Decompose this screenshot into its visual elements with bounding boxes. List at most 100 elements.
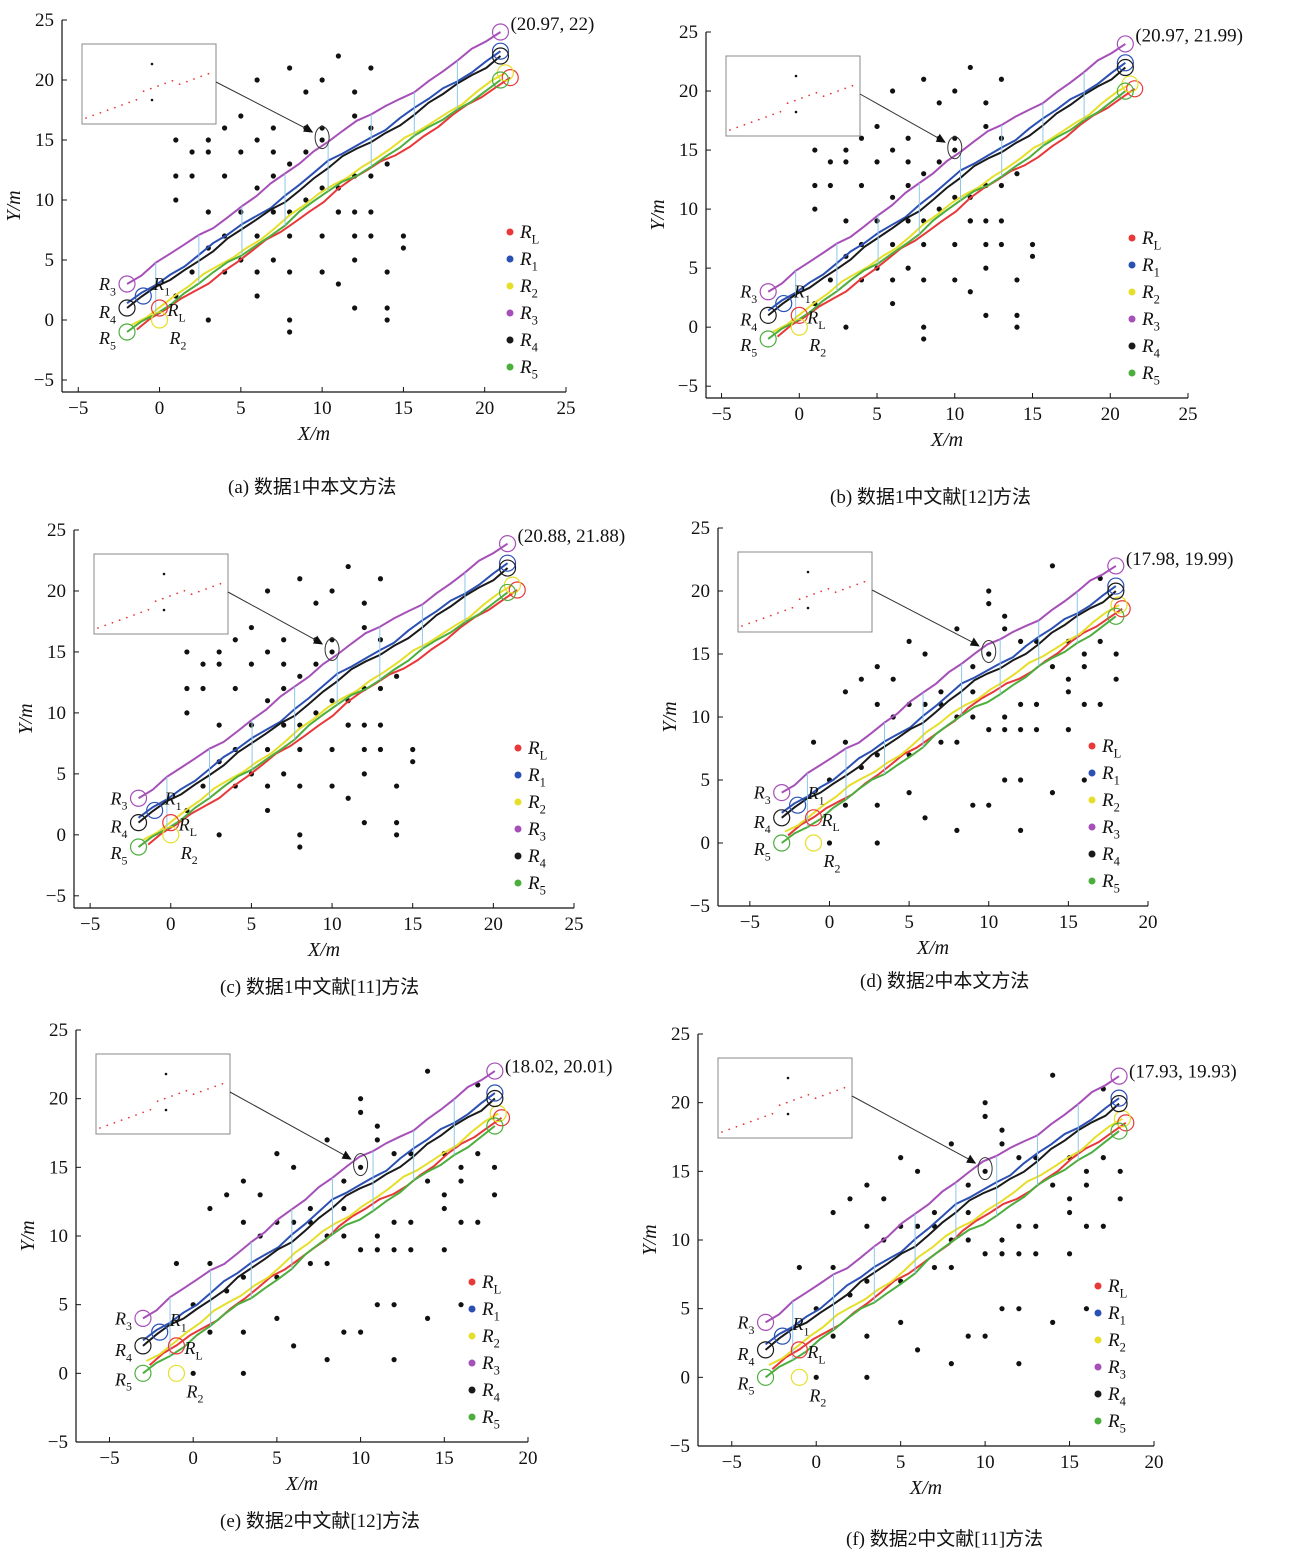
legend-label: R2	[1141, 282, 1160, 307]
y-tick-label: 20	[671, 1093, 690, 1114]
y-tick-label: 5	[681, 1299, 691, 1320]
obstacle-point	[274, 1315, 280, 1321]
inset-obstacle	[164, 1108, 168, 1112]
obstacle-point	[324, 1137, 330, 1143]
end-circle	[501, 68, 519, 87]
start-circle-rl	[790, 1341, 808, 1359]
obstacle-point	[812, 147, 818, 153]
start-circle-r3	[129, 789, 148, 807]
legend-swatch	[514, 744, 522, 752]
obstacle-point	[1113, 651, 1119, 657]
start-circle-r2	[167, 1364, 186, 1382]
obstacle-point	[248, 624, 255, 631]
start-label-r3: R3	[753, 783, 771, 807]
obstacle-point	[238, 149, 244, 155]
obstacle-point	[830, 1264, 836, 1271]
inset-dot	[85, 117, 87, 119]
x-tick-label: 20	[475, 398, 494, 419]
obstacle-point	[813, 1374, 819, 1380]
obstacle-point	[410, 746, 416, 753]
path-r1	[142, 1092, 496, 1342]
obstacle-point	[205, 149, 211, 155]
end-circle	[1110, 596, 1128, 614]
obstacle-point	[1014, 171, 1020, 177]
y-axis-label: Y/m	[15, 703, 37, 734]
obstacle-point	[357, 1164, 364, 1170]
start-markers: R3 R1 R4 RL R5 R2	[737, 1312, 827, 1409]
path-rl	[776, 87, 1136, 338]
y-tick-label: −5	[48, 1432, 68, 1453]
obstacle-point	[264, 588, 271, 594]
start-circle-rl	[167, 1337, 186, 1355]
obstacle-point	[207, 1260, 213, 1267]
obstacle-point	[357, 1109, 364, 1115]
obstacle-point	[1083, 1168, 1090, 1174]
zoom-arrow	[851, 1095, 976, 1164]
start-circle-r5	[773, 834, 791, 852]
path-rl	[147, 589, 518, 846]
obstacle-point	[254, 77, 260, 83]
start-label-r2: R2	[185, 1381, 203, 1405]
obstacle-point	[329, 746, 335, 753]
obstacle-point	[384, 305, 390, 311]
panel-c: −5 0 5 10 15 20 25 −5 0 5 10 15 20 25 X/m Y/m R3 R1 R4 RL R5…	[0, 510, 650, 1010]
inset-dot	[120, 1119, 123, 1122]
obstacle-point	[810, 739, 817, 745]
y-tick-label: 5	[45, 250, 55, 271]
formation-paths	[126, 31, 511, 333]
formation-paths	[764, 1075, 1127, 1379]
obstacle-point	[391, 1247, 397, 1253]
start-circle-r4	[759, 306, 777, 324]
inset-obstacle	[150, 98, 154, 102]
obstacle-point	[374, 1137, 380, 1143]
obstacle-point	[847, 1196, 853, 1202]
inset-dot	[197, 590, 200, 593]
start-label-rl: RL	[821, 810, 840, 834]
axes: −5 0 5 10 15 20 25 −5 0 5 10 15 20 25 X/m Y/m	[15, 520, 584, 961]
obstacle-point	[1066, 1196, 1073, 1202]
obstacle-point	[345, 795, 351, 801]
legend-label: R3	[1141, 309, 1160, 334]
x-tick-label: 0	[188, 1448, 198, 1469]
obstacle-point	[1113, 676, 1119, 682]
obstacle-point	[1017, 827, 1024, 833]
end-circle	[1107, 607, 1125, 625]
y-tick-label: 10	[47, 703, 66, 724]
inset-frame	[95, 1053, 231, 1135]
legend-swatch	[468, 1359, 476, 1367]
legend-label: R1	[481, 1299, 500, 1324]
x-tick-label: 20	[1145, 1452, 1164, 1473]
legend-swatch	[1128, 288, 1136, 296]
start-circle-rl	[804, 809, 823, 827]
obstacle-point	[287, 65, 293, 71]
obstacle-point	[393, 820, 400, 826]
obstacle-point	[796, 1264, 802, 1271]
obstacle-point	[377, 637, 384, 643]
obstacle-point	[983, 265, 989, 271]
start-label-r1: R1	[169, 1310, 187, 1334]
legend-label: RL	[481, 1272, 501, 1297]
zoom-inset	[81, 43, 330, 150]
end-circle	[1126, 80, 1144, 98]
obstacle-point	[257, 1192, 263, 1198]
inset-dot	[176, 592, 179, 595]
obstacle-point	[238, 209, 244, 215]
panel-f: −5 0 5 10 15 20 −5 0 5 10 15 20 25 X/m Y/m R3 R1 R4 RL R5 R2…	[639, 1010, 1306, 1564]
obstacle-point	[324, 1260, 330, 1267]
obstacle-point	[898, 1155, 904, 1161]
axes: −5 0 5 10 15 20 25 −5 0 5 10 15 20 25 X/m Y/m	[647, 22, 1198, 451]
obstacle-point	[297, 832, 303, 838]
obstacle-point	[1050, 1319, 1056, 1325]
inset-dot	[829, 92, 832, 95]
end-circle	[486, 1062, 504, 1080]
start-label-r4: R4	[737, 1344, 755, 1368]
inset-dot	[207, 72, 210, 75]
path-r2	[772, 83, 1131, 333]
end-circle	[1116, 54, 1134, 72]
obstacle-point	[921, 277, 927, 283]
obstacle-point	[240, 1274, 247, 1280]
obstacle-point	[458, 1164, 464, 1170]
caption-f: (f) 数据2中文献[11]方法	[846, 1529, 1044, 1550]
